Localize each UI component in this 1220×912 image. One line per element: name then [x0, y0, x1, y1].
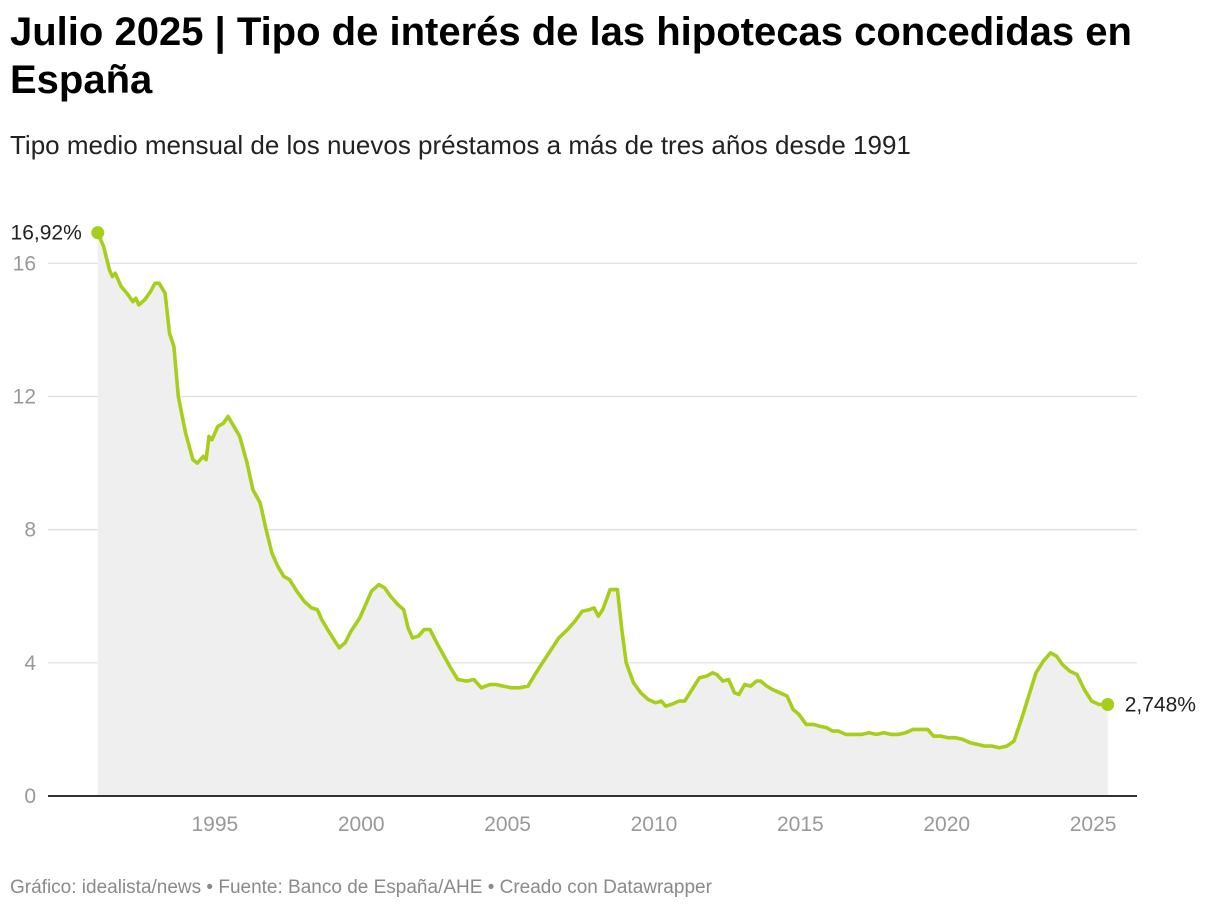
series-line [96, 230, 1110, 750]
endpoint-marker [1101, 698, 1115, 712]
y-tick-label: 8 [24, 519, 36, 542]
chart-title: Julio 2025 | Tipo de interés de las hipo… [10, 10, 1132, 102]
x-tick-label: 2010 [631, 813, 678, 836]
series-area [97, 232, 1108, 796]
annotations: 16,92% 2,748% [11, 222, 1196, 717]
chart-subtitle: Tipo medio mensual de los nuevos préstam… [10, 130, 911, 160]
x-tick-label: 1995 [192, 813, 239, 836]
y-tick-label: 12 [13, 385, 36, 408]
line-chart: 0 4 8 12 16 1995 2000 2005 2010 2015 2020 2025 16,… [11, 222, 1196, 836]
x-axis: 1995 2000 2005 2010 2015 2020 2025 [192, 813, 1117, 836]
y-tick-label: 16 [13, 252, 36, 275]
endpoint-marker [91, 226, 105, 240]
end-value-label: 2,748% [1125, 694, 1196, 717]
x-tick-label: 2015 [777, 813, 824, 836]
x-tick-label: 2000 [338, 813, 385, 836]
source-credits: Gráfico: idealista/news • Fuente: Banco … [10, 877, 712, 898]
x-tick-label: 2005 [484, 813, 531, 836]
x-tick-label: 2025 [1070, 813, 1117, 836]
y-tick-label: 4 [24, 652, 36, 675]
start-value-label: 16,92% [11, 222, 82, 245]
y-axis: 0 4 8 12 16 [13, 252, 37, 808]
x-tick-label: 2020 [923, 813, 970, 836]
y-tick-label: 0 [24, 785, 36, 808]
